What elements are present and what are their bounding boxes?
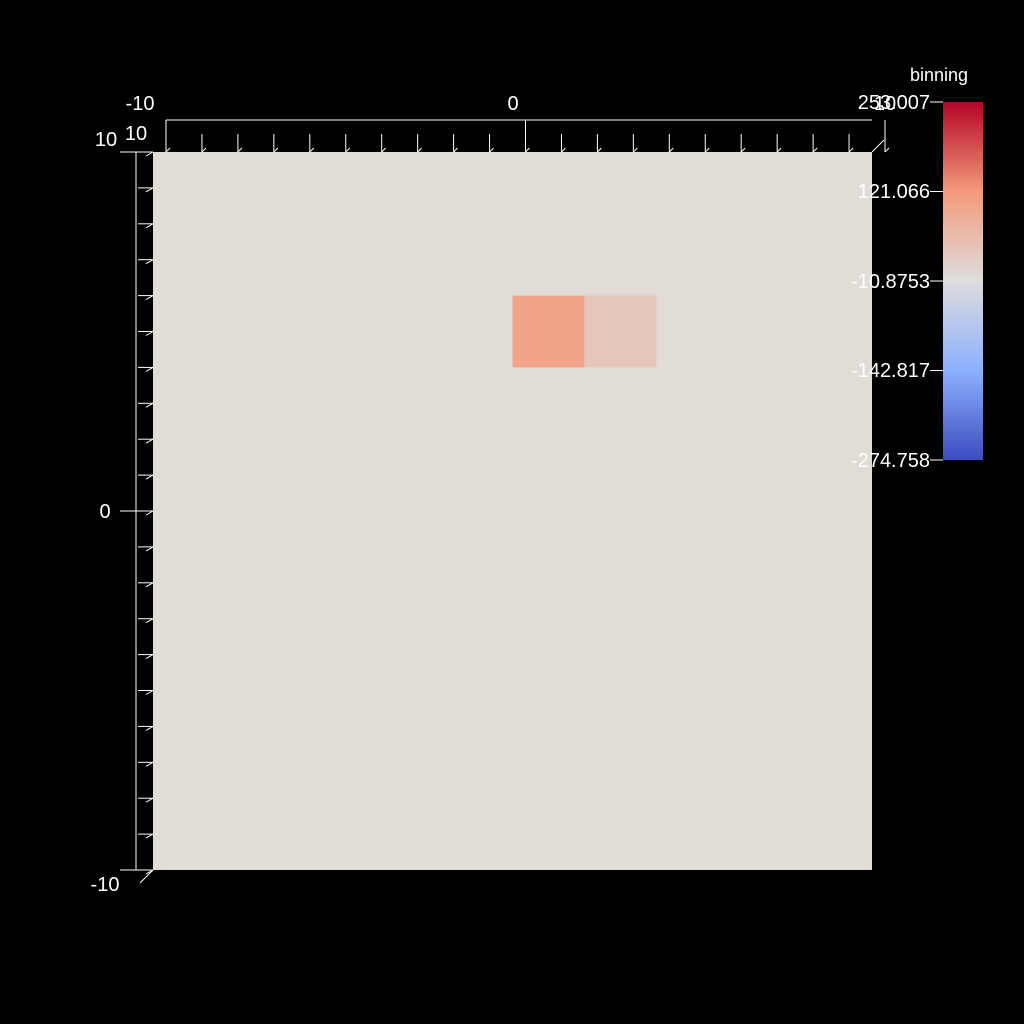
top-tick-slant xyxy=(345,147,351,153)
left-tick-label-mid: 0 xyxy=(99,501,110,523)
left-tick-slant xyxy=(145,402,154,408)
top-tick-slant xyxy=(812,147,818,153)
top-tick-label-mid: 0 xyxy=(507,93,518,115)
colorbar: binning 253.007 121.066 -10.8753 -142.81… xyxy=(851,65,983,472)
colorbar-label-q3: 121.066 xyxy=(858,181,930,203)
top-tick-slant xyxy=(776,147,782,153)
heatmap-cell-0 xyxy=(512,295,585,368)
colorbar-label-min: -274.758 xyxy=(851,450,930,472)
top-axis-ticks xyxy=(165,120,890,153)
top-tick-label-max: 10 xyxy=(874,93,896,115)
top-tick-slant xyxy=(848,147,854,153)
plane-background xyxy=(153,152,872,870)
left-axis-ticks xyxy=(120,151,154,884)
left-tick-slant xyxy=(145,618,154,624)
left-inner-tick-label: 10 xyxy=(125,123,147,145)
left-tick-slant xyxy=(145,331,154,336)
left-tick-label-max: 10 xyxy=(95,129,117,151)
top-tick-slant xyxy=(273,147,279,153)
left-tick-slant xyxy=(145,223,154,229)
top-tick-slant xyxy=(417,147,423,153)
left-tick-slant xyxy=(145,797,154,803)
top-tick-slant xyxy=(201,147,207,153)
top-tick-slant xyxy=(668,147,674,153)
left-tick-slant xyxy=(145,761,154,767)
left-tick-slant xyxy=(145,582,154,588)
left-tick-slant xyxy=(145,510,154,516)
top-tick-slant xyxy=(525,147,530,153)
top-tick-slant xyxy=(309,147,315,153)
left-tick-slant xyxy=(145,474,154,480)
left-tick-slant xyxy=(145,725,154,731)
left-tick-slant xyxy=(145,151,154,157)
left-tick-slant xyxy=(145,259,154,265)
top-tick-slant xyxy=(381,147,387,153)
colorbar-label-q1: -142.817 xyxy=(851,360,930,382)
colorbar-label-mid: -10.8753 xyxy=(851,271,930,293)
top-tick-slant xyxy=(489,147,494,153)
colorbar-ticks xyxy=(930,101,943,461)
left-tick-slant xyxy=(145,366,154,372)
top-right-corner-line xyxy=(871,139,885,153)
top-tick-slant xyxy=(597,147,602,153)
top-tick-slant xyxy=(453,147,458,153)
left-tick-slant xyxy=(145,295,154,301)
cube-axes: -10 0 10 10 10 0 -10 xyxy=(91,93,897,896)
top-tick-slant xyxy=(740,147,746,153)
heatmap-plane xyxy=(153,152,872,870)
left-tick-slant xyxy=(145,690,154,695)
left-tick-slant xyxy=(145,187,154,193)
top-tick-label-min: -10 xyxy=(126,93,155,115)
colorbar-gradient xyxy=(943,102,983,460)
left-tick-label-min: -10 xyxy=(91,874,120,896)
bottom-left-corner-line xyxy=(139,869,154,884)
colorbar-label-max: 253.007 xyxy=(858,92,930,114)
heatmap-cell-1 xyxy=(584,295,657,368)
top-tick-slant xyxy=(561,147,566,153)
top-tick-slant xyxy=(704,147,710,153)
top-tick-slant xyxy=(884,147,890,153)
left-tick-slant xyxy=(145,654,154,660)
top-tick-slant xyxy=(632,147,638,153)
left-tick-slant xyxy=(145,546,154,552)
top-tick-slant xyxy=(165,147,171,153)
top-tick-slant xyxy=(237,147,243,153)
colorbar-title: binning xyxy=(910,65,968,85)
left-tick-slant xyxy=(145,438,154,444)
left-tick-slant xyxy=(145,833,154,839)
heatmap-cells xyxy=(512,295,657,368)
